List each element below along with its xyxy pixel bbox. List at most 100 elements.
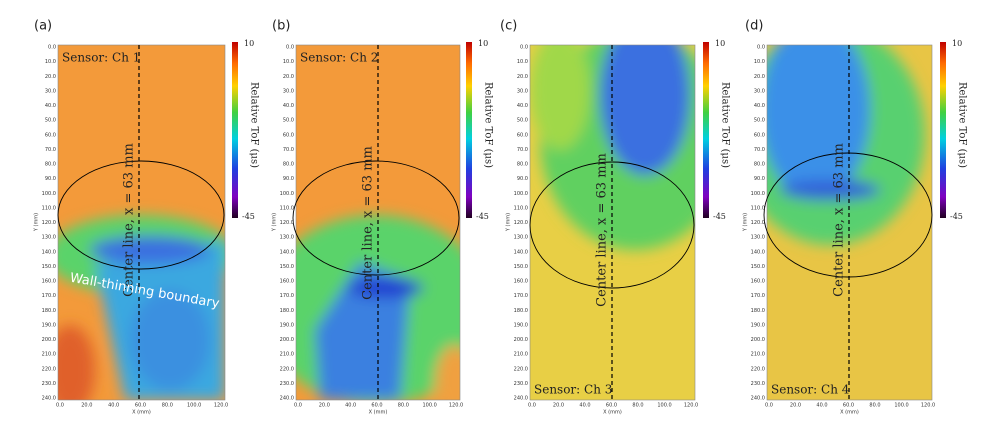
x-tick-label: 20.0: [81, 403, 92, 409]
heatmap-region: [530, 45, 590, 150]
heatmap-region: [58, 325, 95, 400]
y-tick-label: 30.0: [517, 88, 528, 94]
y-tick-label: 190.0: [751, 322, 765, 328]
y-tick-label: 220.0: [514, 366, 528, 372]
region-ellipse: [529, 161, 695, 289]
heatmap-regions: [58, 215, 225, 400]
y-tick-label: 70.0: [283, 147, 294, 153]
y-tick-label: 210.0: [42, 352, 56, 358]
sensor-label: Sensor: Ch 3: [534, 383, 612, 397]
y-tick-label: 90.0: [754, 176, 765, 182]
y-tick-label: 70.0: [754, 147, 765, 153]
sensor-label: Sensor: Ch 4: [771, 383, 850, 397]
y-axis-label: Y (mm): [506, 213, 512, 232]
y-tick-label: 20.0: [45, 74, 56, 80]
y-tick-label: 170.0: [280, 293, 294, 299]
y-tick-label: 10.0: [283, 59, 294, 65]
panel-label: (a): [34, 19, 52, 34]
y-tick-label: 240.0: [42, 396, 56, 402]
panel-label: (b): [272, 19, 290, 34]
y-tick-label: 130.0: [751, 235, 765, 241]
y-tick-label: 240.0: [751, 396, 765, 402]
y-tick-label: 20.0: [754, 74, 765, 80]
region-ellipse: [292, 160, 460, 276]
y-tick-label: 30.0: [283, 88, 294, 94]
region-ellipse: [763, 152, 933, 278]
x-tick-label: 20.0: [790, 403, 801, 409]
colorbar-max: 10: [715, 39, 725, 48]
y-tick-label: 120.0: [751, 220, 765, 226]
y-tick-label: 180.0: [280, 308, 294, 314]
y-tick-label: 140.0: [751, 249, 765, 255]
heatmap-region: [600, 45, 690, 175]
y-tick-label: 130.0: [280, 235, 294, 241]
y-tick-label: 70.0: [517, 147, 528, 153]
x-tick-label: 100.0: [423, 403, 437, 409]
heatmap-regions: [296, 215, 460, 400]
y-tick-label: 120.0: [514, 220, 528, 226]
x-tick-label: 100.0: [187, 403, 201, 409]
y-tick-label: 150.0: [751, 264, 765, 270]
x-axis-label: X (mm): [132, 410, 151, 416]
x-tick-label: 20.0: [553, 403, 564, 409]
y-tick-label: 40.0: [754, 103, 765, 109]
y-tick-label: 110.0: [42, 205, 56, 211]
center-line-label: Center line, x = 63 mm: [595, 153, 610, 307]
y-tick-label: 140.0: [42, 249, 56, 255]
x-tick-label: 20.0: [319, 403, 330, 409]
y-tick-label: 230.0: [514, 381, 528, 387]
y-tick-label: 60.0: [754, 132, 765, 138]
x-tick-label: 0.0: [294, 403, 302, 409]
y-tick-label: 150.0: [42, 264, 56, 270]
y-tick-label: 100.0: [514, 191, 528, 197]
y-tick-label: 150.0: [280, 264, 294, 270]
y-tick-label: 170.0: [514, 293, 528, 299]
y-tick-label: 0.0: [520, 45, 528, 51]
y-tick-label: 60.0: [283, 132, 294, 138]
y-tick-label: 110.0: [514, 205, 528, 211]
x-tick-label: 40.0: [108, 403, 119, 409]
x-tick-label: 40.0: [579, 403, 590, 409]
colorbar-min: -45: [713, 212, 726, 221]
y-tick-label: 180.0: [751, 308, 765, 314]
x-axis-label: X (mm): [603, 410, 622, 416]
colorbar-title: Relative ToF (μs): [483, 82, 494, 168]
center-line-label: Center line, x = 63 mm: [361, 146, 376, 300]
colorbar-max: 10: [244, 39, 254, 48]
x-axis-label: X (mm): [369, 410, 388, 416]
y-tick-label: 200.0: [751, 337, 765, 343]
colorbar-title: Relative ToF (μs): [957, 82, 968, 168]
colorbar-min: -45: [476, 212, 489, 221]
y-tick-label: 170.0: [751, 293, 765, 299]
heatmap: [296, 45, 460, 400]
colorbar-max: 10: [478, 39, 488, 48]
y-tick-label: 10.0: [754, 59, 765, 65]
y-tick-label: 0.0: [757, 45, 765, 51]
y-tick-label: 160.0: [751, 279, 765, 285]
y-tick-label: 80.0: [517, 162, 528, 168]
panel-label: (d): [745, 19, 763, 34]
x-tick-label: 80.0: [632, 403, 643, 409]
frame: [57, 44, 226, 401]
y-tick-label: 220.0: [280, 366, 294, 372]
y-tick-label: 50.0: [45, 118, 56, 124]
y-axis-label: Y (mm): [34, 213, 40, 232]
y-tick-label: 220.0: [42, 366, 56, 372]
y-tick-label: 190.0: [42, 322, 56, 328]
y-tick-label: 100.0: [280, 191, 294, 197]
y-tick-label: 60.0: [517, 132, 528, 138]
y-tick-label: 210.0: [280, 352, 294, 358]
y-tick-label: 120.0: [42, 220, 56, 226]
x-tick-label: 80.0: [398, 403, 409, 409]
x-tick-label: 120.0: [684, 403, 698, 409]
x-tick-label: 80.0: [162, 403, 173, 409]
heatmap-region: [90, 236, 210, 264]
x-tick-label: 40.0: [816, 403, 827, 409]
y-tick-label: 180.0: [514, 308, 528, 314]
heatmap: [58, 45, 225, 400]
heatmap-regions: [767, 45, 925, 245]
y-tick-label: 200.0: [514, 337, 528, 343]
y-tick-label: 80.0: [754, 162, 765, 168]
x-tick-label: 0.0: [528, 403, 536, 409]
